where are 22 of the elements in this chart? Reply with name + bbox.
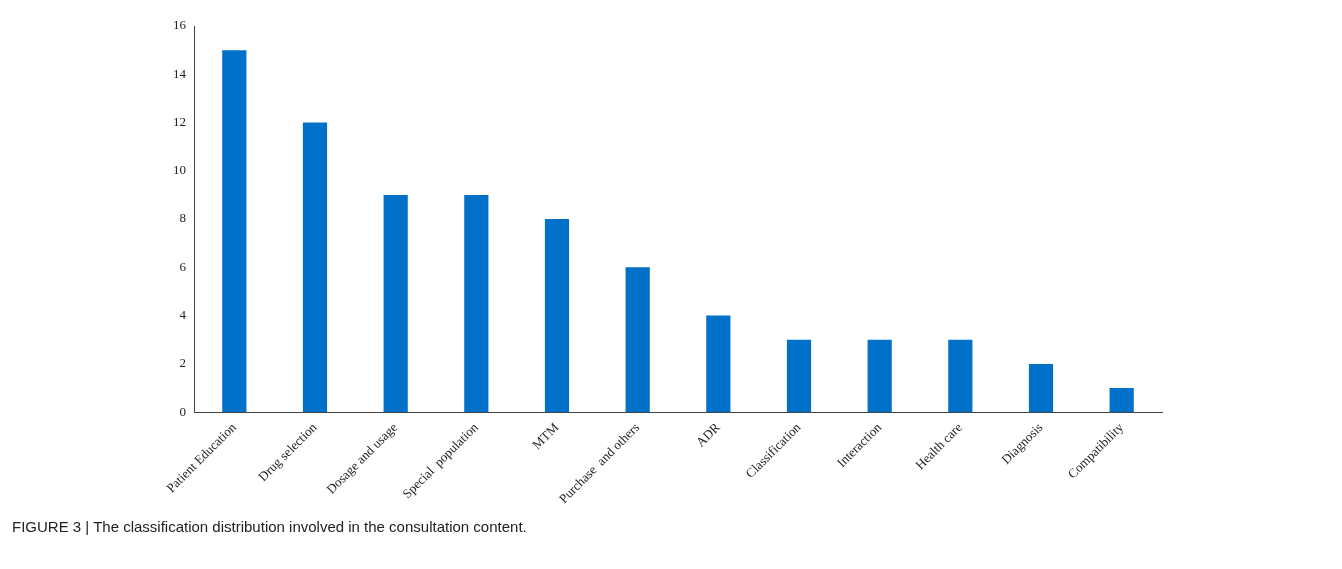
- bar: [1109, 388, 1134, 413]
- y-tick-label: 16: [173, 17, 187, 33]
- caption: FIGURE 3 | The classification distribution involved in the consultation content.: [12, 518, 527, 535]
- bar: [706, 315, 731, 413]
- bar: [1028, 363, 1054, 413]
- y-tick-label: 8: [179, 210, 186, 226]
- bar: [222, 50, 247, 413]
- bar: [948, 339, 973, 413]
- y-tick-label: 12: [173, 113, 186, 129]
- bar: [786, 339, 812, 413]
- y-tick-label: 2: [179, 355, 186, 371]
- bar: [544, 219, 570, 413]
- bar: [464, 194, 489, 413]
- bar: [383, 194, 408, 413]
- bar: [302, 122, 328, 413]
- bar: [625, 267, 650, 413]
- bar: [867, 339, 892, 413]
- y-tick-label: 4: [179, 307, 187, 323]
- y-tick-label: 0: [179, 403, 186, 419]
- y-tick-label: 10: [173, 162, 186, 178]
- y-tick-label: 6: [179, 258, 187, 274]
- y-tick-label: 14: [173, 65, 187, 81]
